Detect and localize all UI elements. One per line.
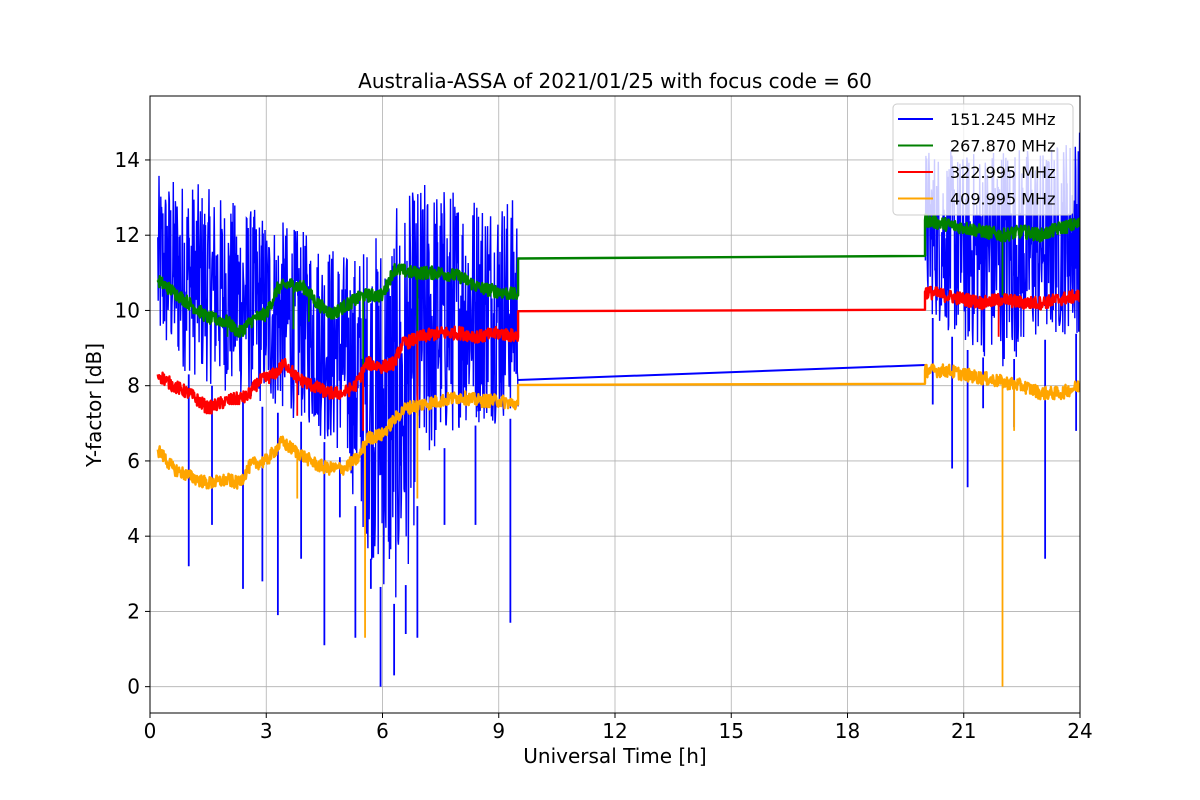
x-axis-label: Universal Time [h] bbox=[523, 744, 706, 768]
legend-label-1: 267.870 MHz bbox=[950, 137, 1055, 156]
y-tick-label: 2 bbox=[127, 599, 140, 623]
legend-label-3: 409.995 MHz bbox=[950, 190, 1055, 209]
y-tick-label: 0 bbox=[127, 675, 140, 699]
x-tick-label: 21 bbox=[951, 719, 976, 743]
x-tick-label: 9 bbox=[492, 719, 505, 743]
legend-box bbox=[892, 103, 1074, 216]
series-2-line bbox=[156, 285, 1080, 415]
x-tick-label: 6 bbox=[376, 719, 389, 743]
series-layer bbox=[156, 132, 1080, 687]
x-tick-label: 12 bbox=[602, 719, 627, 743]
legend-label-0: 151.245 MHz bbox=[950, 110, 1055, 129]
x-tick-label: 3 bbox=[260, 719, 273, 743]
y-axis-label: Y-factor [dB] bbox=[82, 343, 106, 468]
y-tick-label: 4 bbox=[127, 524, 140, 548]
legend-label-2: 322.995 MHz bbox=[950, 163, 1055, 182]
legend: 151.245 MHz 267.870 MHz 322.995 MHz 409.995… bbox=[892, 103, 1074, 216]
y-tick-label: 8 bbox=[127, 374, 140, 398]
y-tick-label: 12 bbox=[115, 223, 140, 247]
x-tick-label: 18 bbox=[835, 719, 860, 743]
x-tick-label: 15 bbox=[719, 719, 744, 743]
y-tick-label: 10 bbox=[115, 298, 140, 322]
series-0-line bbox=[518, 364, 926, 381]
x-tick-label: 0 bbox=[144, 719, 157, 743]
series-3-line bbox=[156, 363, 1080, 490]
y-tick-label: 6 bbox=[127, 449, 140, 473]
y-tick-label: 14 bbox=[115, 148, 140, 172]
chart-title: Australia-ASSA of 2021/01/25 with focus … bbox=[358, 69, 872, 93]
series-1-line bbox=[156, 213, 1080, 338]
x-tick-label: 24 bbox=[1067, 719, 1092, 743]
